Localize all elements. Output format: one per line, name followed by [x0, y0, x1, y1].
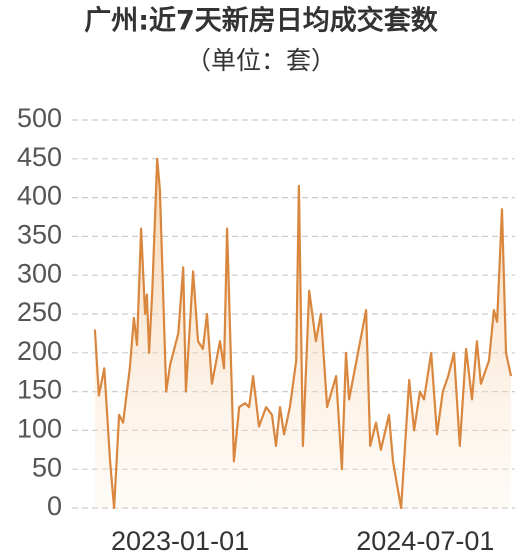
y-tick-label: 100 — [17, 414, 62, 444]
y-tick-label: 350 — [17, 220, 62, 250]
y-tick-label: 150 — [17, 375, 62, 405]
y-tick-label: 0 — [47, 491, 62, 521]
chart-subtitle: （单位：套） — [186, 46, 336, 75]
y-tick-label: 200 — [17, 336, 62, 366]
chart-title: 广州:近7天新房日均成交套数 — [84, 5, 439, 37]
y-tick-label: 50 — [32, 452, 62, 482]
y-tick-label: 400 — [17, 181, 62, 211]
y-tick-label: 450 — [17, 142, 62, 172]
line — [93, 157, 513, 510]
y-tick-label: 500 — [17, 103, 62, 133]
x-tick-label: 2024-07-01 — [356, 526, 494, 556]
area — [94, 158, 512, 509]
x-tick-label: 2023-01-01 — [111, 526, 249, 556]
y-tick-label: 250 — [17, 297, 62, 327]
y-tick-label: 300 — [17, 258, 62, 288]
